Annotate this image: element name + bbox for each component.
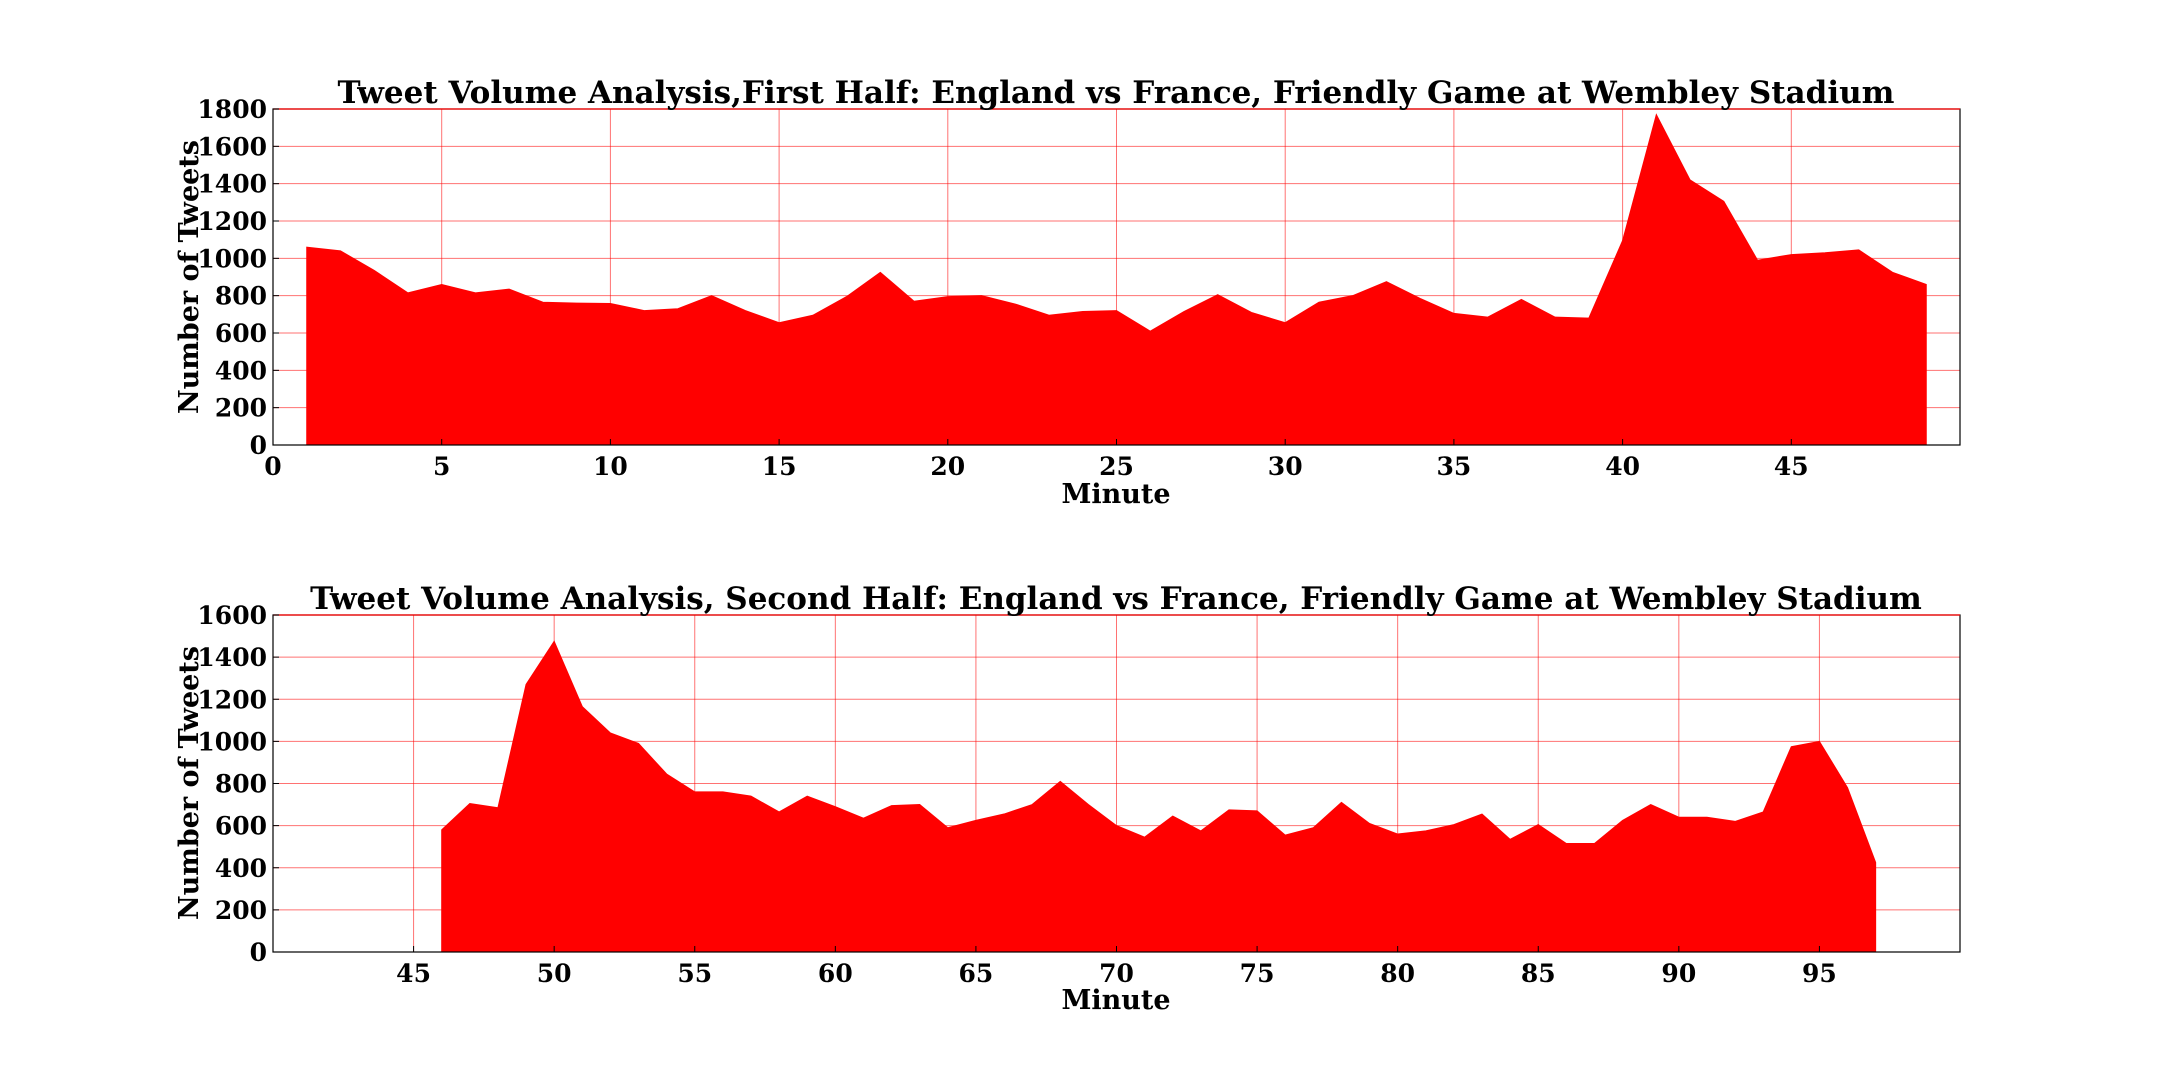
chart1-xtick-label: 45 — [1774, 452, 1809, 481]
chart2-xtick-label: 65 — [959, 959, 994, 988]
chart1-ytick-label: 1600 — [197, 132, 267, 161]
chart2-xtick-label: 95 — [1802, 959, 1837, 988]
chart2-xtick-label: 70 — [1099, 959, 1134, 988]
chart-second-half: 45 50 55 60 65 70 75 80 85 90 95 0 200 400 600 800 1000… — [174, 581, 1961, 1016]
chart2-area — [441, 640, 1877, 953]
chart1-xtick-label: 25 — [1099, 452, 1134, 481]
chart2-ytick-label: 200 — [215, 896, 267, 925]
chart2-ytick-label: 400 — [215, 854, 267, 883]
chart1-xticks: 0 5 10 15 20 25 30 35 40 45 — [264, 439, 1809, 481]
chart2-ytick-label: 1200 — [197, 685, 267, 714]
chart2-xtick-label: 85 — [1521, 959, 1556, 988]
chart2-title: Tweet Volume Analysis, Second Half: Engl… — [310, 581, 1922, 617]
chart2-ytick-label: 800 — [215, 770, 267, 799]
chart1-xtick-label: 10 — [593, 452, 628, 481]
chart2-ytick-label: 0 — [250, 938, 267, 967]
chart1-xtick-label: 35 — [1437, 452, 1472, 481]
chart1-ytick-label: 1800 — [197, 95, 267, 124]
chart2-ytick-label: 1600 — [197, 601, 267, 630]
chart2-xtick-label: 45 — [396, 959, 431, 988]
chart1-area — [306, 113, 1927, 446]
chart2-ytick-label: 600 — [215, 812, 267, 841]
chart1-xtick-label: 0 — [264, 452, 281, 481]
chart2-ylabel: Number of Tweets — [174, 646, 205, 920]
chart1-xtick-label: 30 — [1268, 452, 1303, 481]
chart1-xtick-label: 5 — [433, 452, 450, 481]
chart1-ytick-label: 1200 — [197, 207, 267, 236]
chart1-xtick-label: 15 — [762, 452, 797, 481]
chart1-ytick-label: 400 — [215, 356, 267, 385]
chart2-xlabel: Minute — [1061, 985, 1170, 1016]
chart2-xtick-label: 50 — [537, 959, 572, 988]
chart2-xtick-label: 75 — [1240, 959, 1275, 988]
chart2-ytick-label: 1400 — [197, 643, 267, 672]
chart1-ytick-label: 0 — [250, 431, 267, 460]
chart1-ylabel: Number of Tweets — [174, 140, 205, 414]
chart-first-half: 0 5 10 15 20 25 30 35 40 45 0 200 400 600 800 1000 1200… — [174, 75, 1961, 510]
chart1-ytick-label: 1000 — [197, 244, 267, 273]
chart1-yticks: 0 200 400 600 800 1000 1200 1400 1600 1800 — [197, 95, 279, 460]
chart2-xticks: 45 50 55 60 65 70 75 80 85 90 95 — [396, 946, 1837, 988]
chart1-ytick-label: 800 — [215, 282, 267, 311]
chart2-xtick-label: 60 — [818, 959, 853, 988]
chart2-ytick-label: 1000 — [197, 727, 267, 756]
chart1-ytick-label: 200 — [215, 394, 267, 423]
chart2-xtick-label: 55 — [677, 959, 712, 988]
chart2-yticks: 0 200 400 600 800 1000 1200 1400 1600 — [197, 601, 279, 967]
chart1-ytick-label: 600 — [215, 319, 267, 348]
chart1-xtick-label: 40 — [1605, 452, 1640, 481]
chart2-xtick-label: 80 — [1380, 959, 1415, 988]
chart1-title: Tweet Volume Analysis,First Half: Englan… — [338, 75, 1895, 111]
chart1-ytick-label: 1400 — [197, 170, 267, 199]
chart2-xtick-label: 90 — [1661, 959, 1696, 988]
chart1-xtick-label: 20 — [930, 452, 965, 481]
chart1-xlabel: Minute — [1061, 479, 1170, 510]
